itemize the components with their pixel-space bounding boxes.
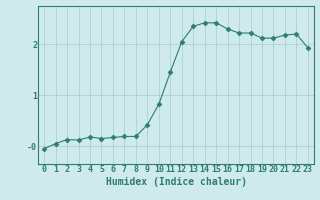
X-axis label: Humidex (Indice chaleur): Humidex (Indice chaleur) <box>106 177 246 187</box>
